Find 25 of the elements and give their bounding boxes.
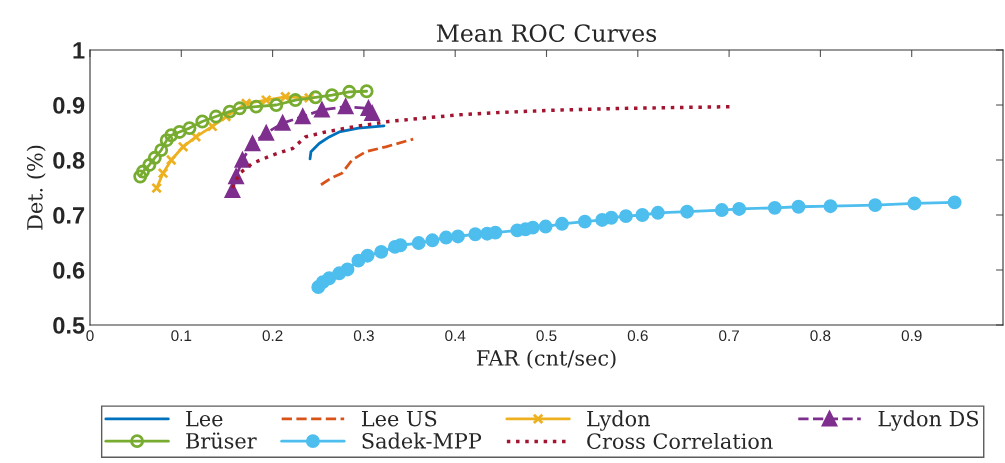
x-tick-label: 0.6 [627, 330, 648, 342]
legend-label: Brüser [186, 432, 257, 449]
legend-label: Lydon [587, 410, 650, 431]
x-tick-label: 0.7 [719, 330, 739, 342]
legend-label: Lee [186, 410, 223, 427]
x-tick-label: 0.8 [810, 330, 831, 342]
legend-label: Lydon DS [878, 410, 979, 431]
x-tick-label: 0.9 [901, 330, 922, 342]
y-tick-label: 0.8 [53, 152, 85, 169]
y-tick-label: 0.6 [53, 262, 85, 279]
x-tick-label: 0.1 [171, 330, 192, 342]
chart-title: Mean ROC Curves [436, 24, 657, 42]
legend-label: Sadek-MPP [362, 432, 482, 449]
x-tick-label: 0 [86, 330, 94, 342]
legend-label: Lee US [361, 410, 437, 427]
y-tick-label: 1 [73, 42, 85, 59]
x-tick-label: 0.5 [536, 330, 557, 342]
y-tick-label: 0.9 [53, 97, 85, 114]
y-axis-title: Det. (%) [26, 145, 46, 230]
y-tick-label: 0.7 [53, 207, 85, 224]
x-tick-label: 0.3 [353, 330, 374, 342]
x-tick-label: 0.4 [445, 330, 466, 342]
legend-label: Cross Correlation [587, 432, 773, 450]
x-axis-title: FAR (cnt/sec) [476, 349, 616, 369]
x-tick-label: 0.2 [262, 330, 283, 342]
